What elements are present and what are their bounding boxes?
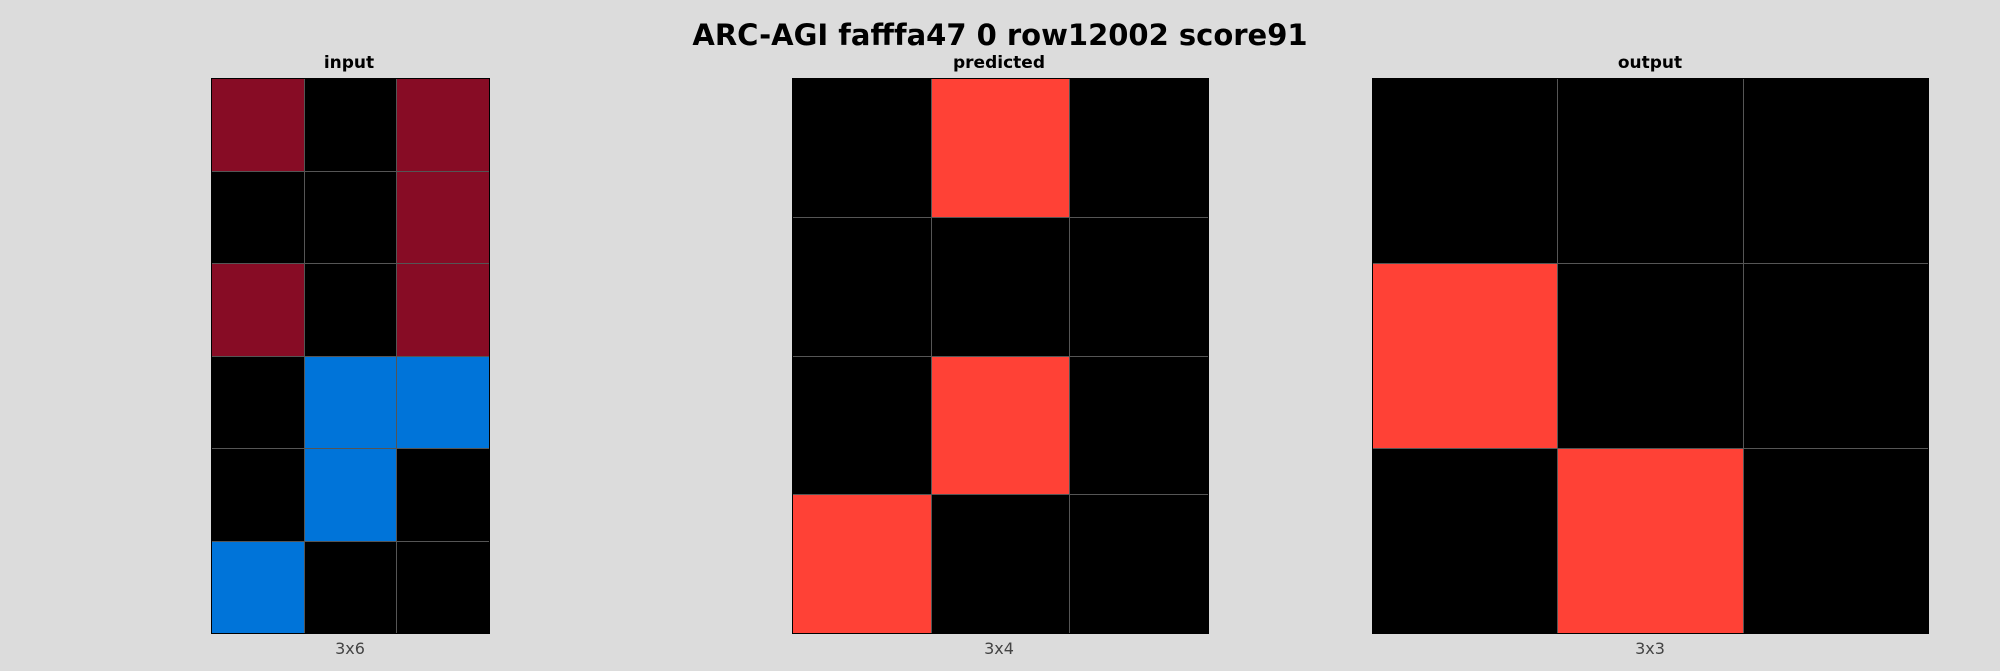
output-cell-r2-c2 bbox=[1743, 449, 1928, 633]
input-cell-r5-c1 bbox=[304, 541, 397, 633]
input-cell-r3-c2 bbox=[397, 356, 489, 448]
predicted-grid-dims: 3x4 bbox=[984, 639, 1014, 658]
output-cell-r2-c1 bbox=[1558, 449, 1743, 633]
predicted-grid bbox=[792, 78, 1209, 634]
predicted-cell-r2-c2 bbox=[1070, 356, 1208, 495]
input-cell-r1-c1 bbox=[304, 171, 397, 263]
output-cell-r0-c1 bbox=[1558, 79, 1743, 263]
input-cell-r5-c0 bbox=[212, 541, 304, 633]
output-grid bbox=[1372, 78, 1929, 634]
output-cell-r0-c0 bbox=[1373, 79, 1558, 263]
input-panel-label: input bbox=[323, 53, 375, 73]
input-cell-r3-c1 bbox=[304, 356, 397, 448]
predicted-cell-r1-c2 bbox=[1070, 217, 1208, 356]
output-panel-label: output bbox=[1617, 53, 1683, 73]
predicted-cell-r2-c1 bbox=[931, 356, 1070, 495]
output-cell-r0-c2 bbox=[1743, 79, 1928, 263]
input-cell-r2-c2 bbox=[397, 264, 489, 356]
output-cell-r2-c0 bbox=[1373, 449, 1558, 633]
output-cell-r1-c1 bbox=[1558, 264, 1743, 448]
input-cell-r0-c1 bbox=[304, 79, 397, 171]
input-cell-r0-c2 bbox=[397, 79, 489, 171]
predicted-cell-r1-c0 bbox=[793, 217, 931, 356]
predicted-cell-r2-c0 bbox=[793, 356, 931, 495]
predicted-cell-r0-c2 bbox=[1070, 79, 1208, 217]
output-cell-r1-c2 bbox=[1743, 264, 1928, 448]
input-cell-r1-c0 bbox=[212, 171, 304, 263]
predicted-cell-r3-c0 bbox=[793, 495, 931, 633]
input-grid bbox=[211, 78, 490, 634]
figure-title: ARC-AGI fafffa47 0 row12002 score91 bbox=[692, 18, 1308, 52]
predicted-cell-r3-c1 bbox=[931, 495, 1070, 633]
input-cell-r2-c1 bbox=[304, 264, 397, 356]
predicted-cell-r0-c0 bbox=[793, 79, 931, 217]
input-cell-r5-c2 bbox=[397, 541, 489, 633]
output-cell-r1-c0 bbox=[1373, 264, 1558, 448]
input-cell-r3-c0 bbox=[212, 356, 304, 448]
predicted-cell-r3-c2 bbox=[1070, 495, 1208, 633]
output-grid-dims: 3x3 bbox=[1635, 639, 1665, 658]
predicted-cell-r0-c1 bbox=[931, 79, 1070, 217]
input-cell-r4-c2 bbox=[397, 449, 489, 541]
predicted-panel-label: predicted bbox=[953, 53, 1045, 73]
input-cell-r0-c0 bbox=[212, 79, 304, 171]
input-cell-r2-c0 bbox=[212, 264, 304, 356]
input-cell-r1-c2 bbox=[397, 171, 489, 263]
input-grid-dims: 3x6 bbox=[335, 639, 365, 658]
input-cell-r4-c1 bbox=[304, 449, 397, 541]
predicted-cell-r1-c1 bbox=[931, 217, 1070, 356]
input-cell-r4-c0 bbox=[212, 449, 304, 541]
